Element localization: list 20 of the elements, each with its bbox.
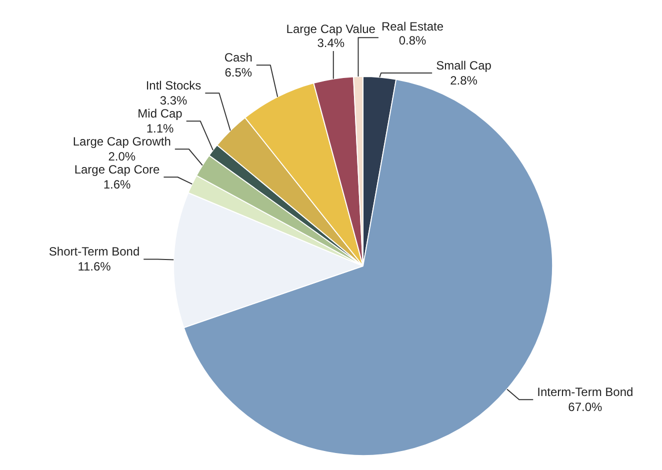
data-label: 6.5% bbox=[224, 65, 252, 80]
slice-label: Large Cap Value bbox=[286, 22, 376, 36]
slice-label: Intl Stocks bbox=[146, 78, 202, 92]
data-label: 67.0% bbox=[568, 400, 603, 414]
data-label: 3.3% bbox=[160, 93, 188, 108]
data-label: 1.1% bbox=[146, 121, 174, 136]
data-label: 2.0% bbox=[108, 149, 136, 164]
slice-label: Large Cap Core bbox=[74, 162, 160, 176]
slice-label: Large Cap Growth bbox=[72, 134, 171, 148]
data-label: 1.6% bbox=[103, 177, 132, 192]
data-label: 11.6% bbox=[78, 260, 112, 274]
slice-label: Short-Term Bond bbox=[48, 244, 140, 259]
slice-label: Real Estate bbox=[381, 20, 444, 34]
slice-label: Interm-Term Bond bbox=[537, 384, 634, 399]
slice-label: Mid Cap bbox=[138, 106, 183, 120]
data-label: 0.8% bbox=[398, 34, 426, 48]
data-label: 3.4% bbox=[317, 36, 345, 50]
slice-label: Cash bbox=[224, 50, 252, 64]
data-label: 2.8% bbox=[450, 73, 478, 88]
slice-label: Small Cap bbox=[436, 58, 492, 72]
